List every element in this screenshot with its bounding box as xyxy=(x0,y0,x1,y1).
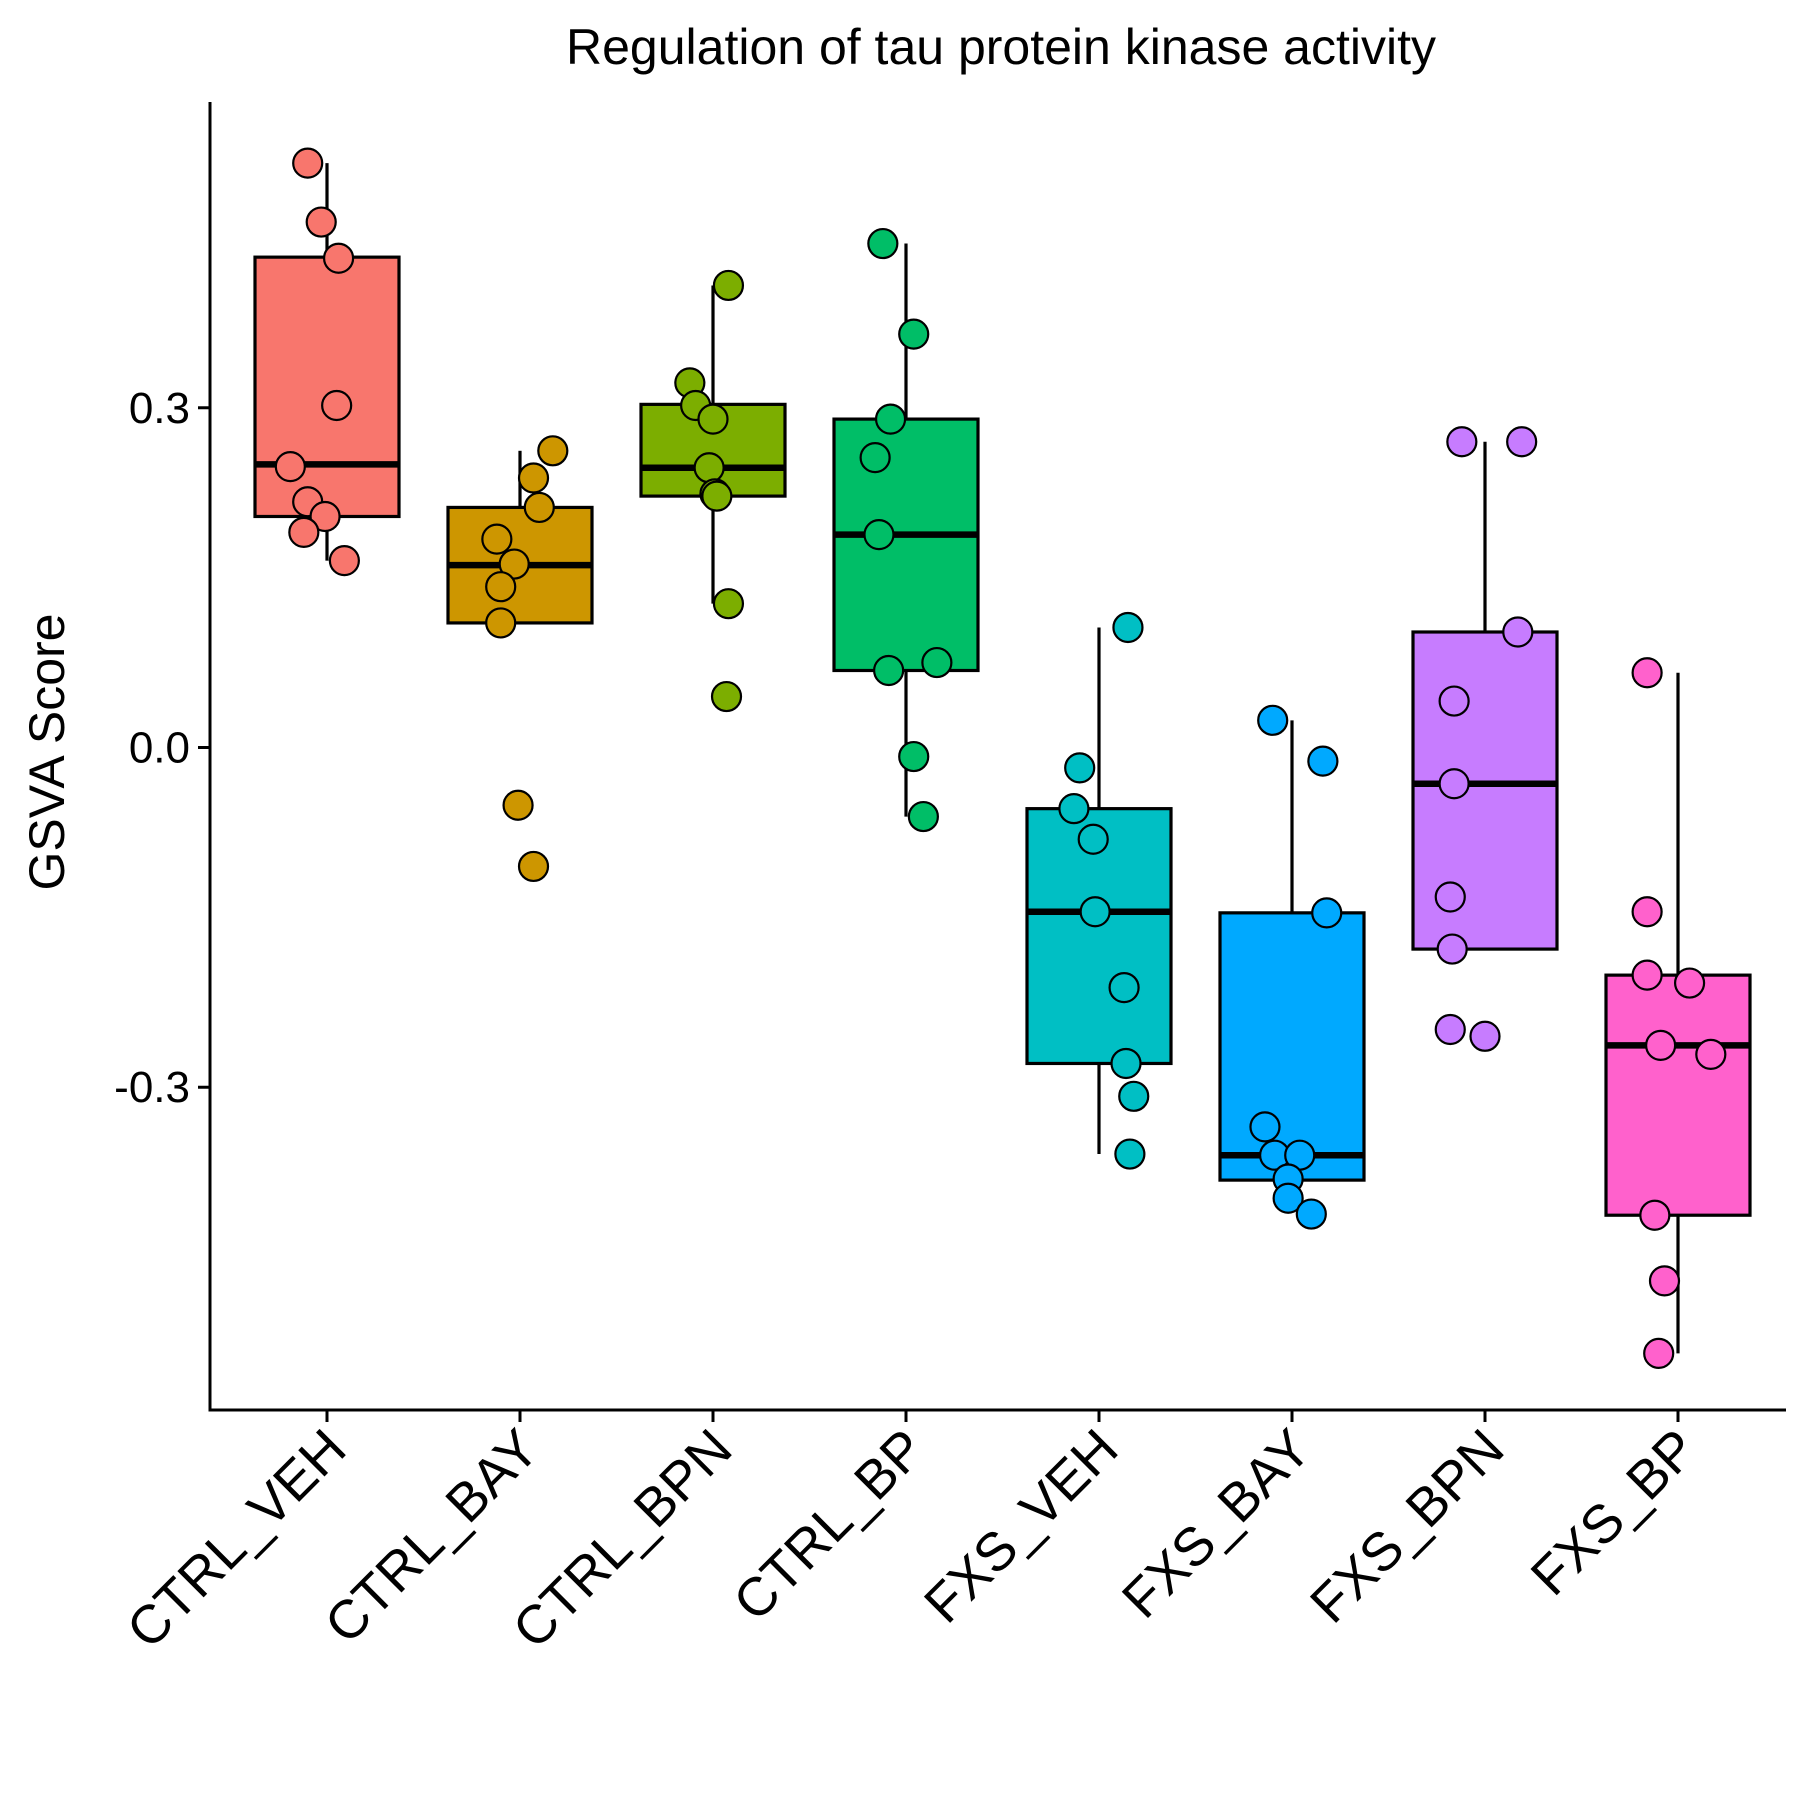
data-point xyxy=(1307,745,1339,777)
data-point xyxy=(1639,1199,1671,1231)
data-point xyxy=(1272,1182,1304,1214)
data-point xyxy=(1673,967,1706,999)
box xyxy=(832,417,980,673)
points-ctrl-bp xyxy=(859,227,953,833)
plot-area xyxy=(253,147,1752,1369)
data-point xyxy=(907,800,939,833)
x-tick-label: FXS_BAY xyxy=(1111,1418,1323,1630)
data-point xyxy=(321,389,353,422)
data-point xyxy=(288,516,320,548)
data-point xyxy=(874,403,907,435)
data-point xyxy=(1436,933,1468,965)
x-tick-label: FXS_BPN xyxy=(1299,1418,1515,1634)
data-point xyxy=(898,318,930,350)
data-point xyxy=(1114,1138,1146,1170)
data-point xyxy=(1110,1047,1142,1080)
box-group-ctrl-bp xyxy=(832,243,980,817)
data-point xyxy=(697,403,729,435)
data-point xyxy=(1079,896,1111,928)
points-fxs-bpn xyxy=(1434,426,1538,1052)
x-tick-label: CTRL_BP xyxy=(722,1418,936,1632)
box-group-ctrl-bpn xyxy=(639,285,787,604)
points-ctrl-bpn xyxy=(674,269,745,713)
data-point xyxy=(1108,971,1140,1004)
box xyxy=(1604,973,1752,1217)
box xyxy=(1411,630,1559,951)
data-point xyxy=(305,206,337,238)
data-point xyxy=(1434,1013,1466,1046)
y-tick-label: 0.0 xyxy=(129,724,190,773)
box xyxy=(1218,911,1366,1182)
box-group-fxs-veh xyxy=(1025,627,1173,1155)
data-point xyxy=(292,147,324,179)
box-group-fxs-bp xyxy=(1604,672,1752,1354)
chart-title: Regulation of tau protein kinase activit… xyxy=(566,19,1436,75)
box-group-fxs-bay xyxy=(1218,720,1366,1182)
data-point xyxy=(898,740,930,773)
data-point xyxy=(1077,823,1109,855)
points-fxs-veh xyxy=(1058,611,1150,1170)
data-point xyxy=(1064,752,1096,784)
data-point xyxy=(701,480,733,512)
data-point xyxy=(1112,611,1144,644)
x-tick-label: CTRL_VEH xyxy=(116,1418,358,1660)
data-point xyxy=(1438,768,1470,800)
data-point xyxy=(1506,426,1538,458)
data-point xyxy=(1434,881,1466,913)
data-point xyxy=(710,680,743,713)
data-point xyxy=(517,850,550,883)
data-point xyxy=(523,491,555,524)
box-group-fxs-bpn xyxy=(1411,441,1559,951)
data-point xyxy=(481,523,513,555)
data-point xyxy=(1631,896,1663,928)
x-tick-label: FXS_VEH xyxy=(913,1418,1129,1634)
data-point xyxy=(1257,704,1289,736)
points-fxs-bay xyxy=(1249,704,1343,1230)
box-group-ctrl-veh xyxy=(253,163,401,561)
data-point xyxy=(1249,1111,1281,1143)
data-point xyxy=(1438,685,1470,717)
data-point xyxy=(502,789,534,821)
data-point xyxy=(1631,657,1663,689)
data-point xyxy=(1058,793,1090,825)
data-point xyxy=(712,269,745,302)
data-point xyxy=(1295,1198,1327,1230)
points-ctrl-veh xyxy=(274,147,360,577)
data-point xyxy=(1643,1337,1675,1369)
data-point xyxy=(693,452,725,484)
data-point xyxy=(1631,959,1663,991)
data-point xyxy=(537,435,569,467)
y-axis-title: GSVA Score xyxy=(19,614,75,891)
points-ctrl-bay xyxy=(481,435,569,883)
data-point xyxy=(274,451,306,483)
data-point xyxy=(1645,1029,1677,1061)
data-point xyxy=(1502,616,1534,648)
data-point xyxy=(328,545,360,577)
data-point xyxy=(517,462,550,494)
data-point xyxy=(322,242,355,274)
data-point xyxy=(921,646,953,679)
data-point xyxy=(1648,1265,1681,1297)
data-point xyxy=(1118,1080,1150,1112)
data-point xyxy=(485,571,517,603)
data-point xyxy=(859,441,891,474)
points-fxs-bp xyxy=(1631,657,1727,1369)
y-tick-label: 0.3 xyxy=(129,384,190,433)
box xyxy=(253,255,401,519)
x-tick-label: FXS_BP xyxy=(1520,1418,1709,1607)
data-point xyxy=(1311,897,1343,929)
data-point xyxy=(485,607,517,639)
data-point xyxy=(309,500,341,533)
data-point xyxy=(863,519,895,551)
data-point xyxy=(1695,1038,1727,1071)
data-point xyxy=(1446,426,1478,458)
data-point xyxy=(873,654,905,687)
data-point xyxy=(1469,1020,1501,1052)
y-tick-label: -0.3 xyxy=(114,1063,190,1112)
data-point xyxy=(867,227,899,260)
data-point xyxy=(712,588,745,620)
data-point xyxy=(498,548,530,580)
